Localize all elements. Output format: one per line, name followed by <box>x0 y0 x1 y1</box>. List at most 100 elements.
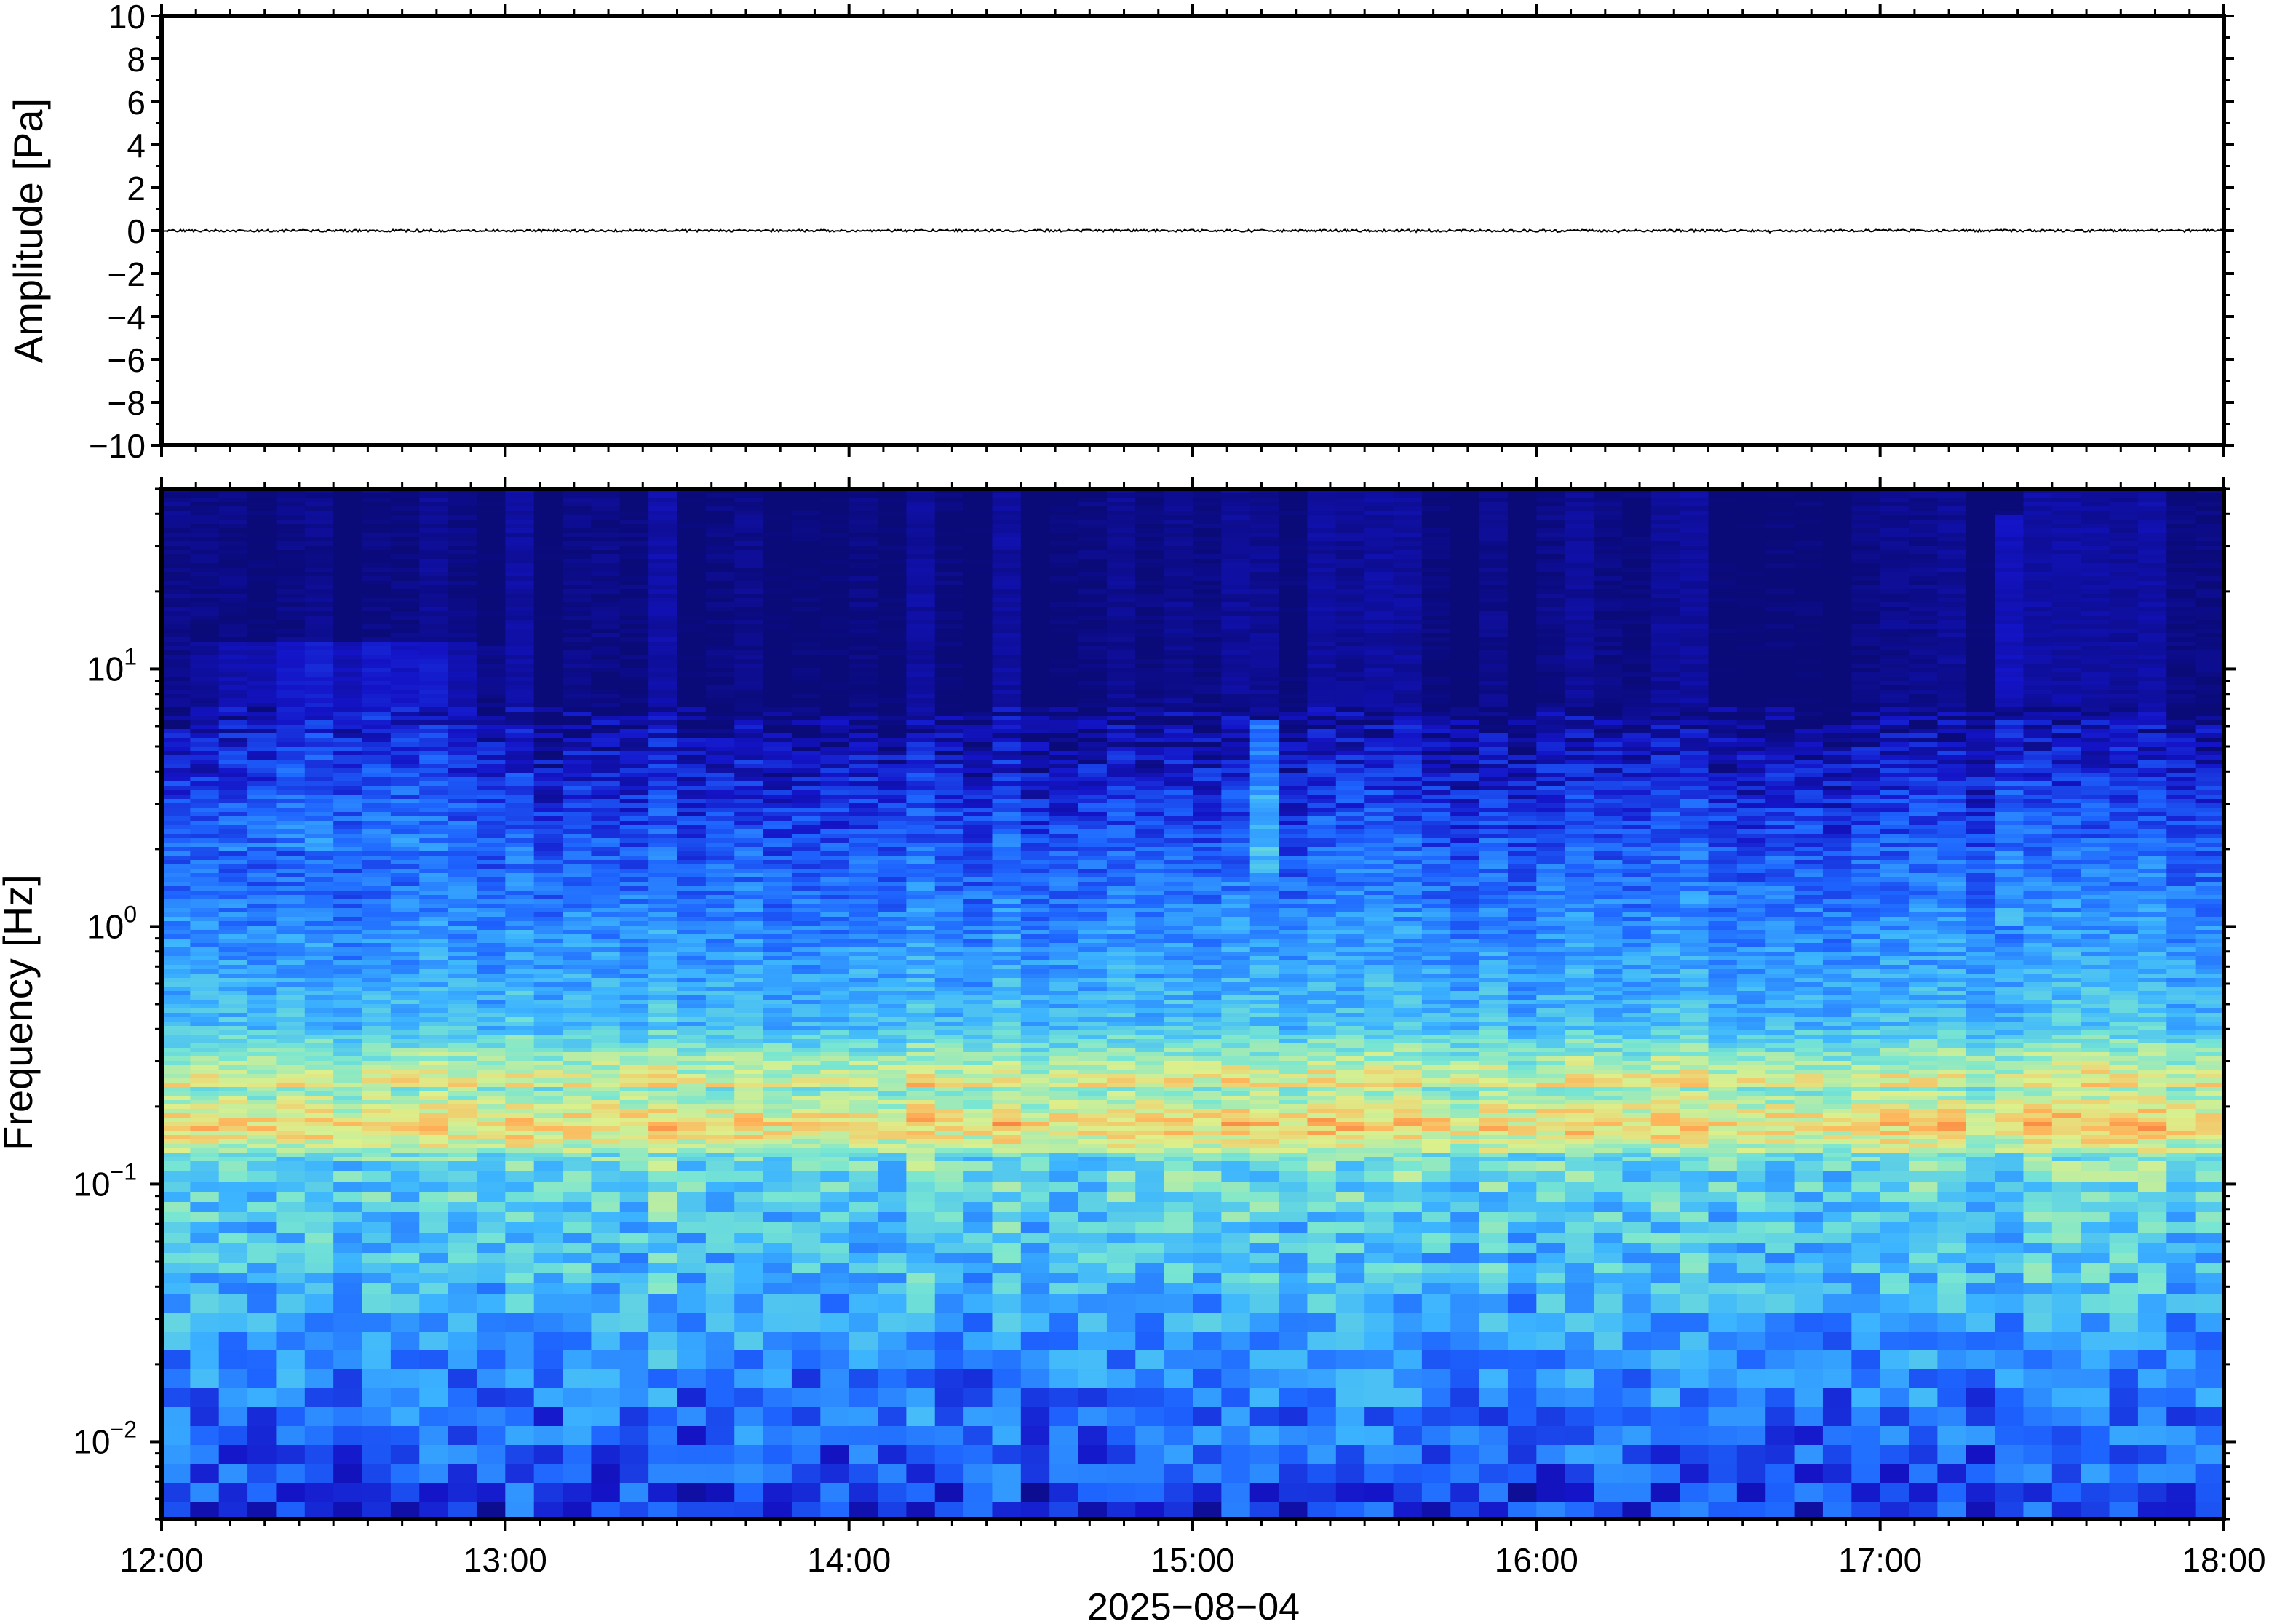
spectrogram-cell <box>849 934 878 939</box>
spectrogram-cell <box>362 899 392 904</box>
spectrogram-cell <box>304 1008 334 1014</box>
spectrogram-cell <box>505 493 535 498</box>
spectrogram-cell <box>734 1061 764 1066</box>
spectrogram-cell <box>849 694 878 699</box>
spectrogram-cell <box>218 541 248 546</box>
spectrogram-cell <box>218 1153 248 1158</box>
spectrogram-cell <box>677 1113 707 1118</box>
amplitude-tick-label: 6 <box>127 84 146 122</box>
spectrogram-cell <box>476 707 506 712</box>
spectrogram-cell <box>476 1369 506 1389</box>
spectrogram-cell <box>448 1113 477 1118</box>
spectrogram-cell <box>734 511 764 516</box>
spectrogram-cell <box>849 982 878 987</box>
spectrogram-cell <box>791 1056 822 1062</box>
spectrogram-cell <box>849 594 878 599</box>
spectrogram-cell <box>390 594 421 599</box>
spectrogram-cell <box>763 1253 792 1264</box>
spectrogram-cell <box>362 629 392 634</box>
spectrogram-cell <box>906 812 936 817</box>
spectrogram-cell <box>591 554 621 560</box>
spectrogram-cell <box>878 559 907 564</box>
spectrogram-cell <box>190 1100 220 1105</box>
spectrogram-cell <box>563 1294 592 1313</box>
spectrogram-cell <box>677 912 707 918</box>
spectrogram-cell <box>705 891 736 896</box>
spectrogram-cell <box>820 1074 850 1079</box>
spectrogram-cell <box>533 1182 563 1193</box>
spectrogram-cell <box>162 1253 191 1264</box>
spectrogram-cell <box>906 541 936 546</box>
spectrogram-cell <box>705 912 736 918</box>
spectrogram-cell <box>476 1332 506 1351</box>
spectrogram-cell <box>533 1263 563 1274</box>
spectrogram-cell <box>791 808 822 813</box>
spectrogram-cell <box>304 1283 334 1294</box>
spectrogram-cell <box>362 528 392 533</box>
spectrogram-cell <box>505 1192 535 1203</box>
spectrogram-cell <box>906 965 936 970</box>
spectrogram-cell <box>276 506 306 512</box>
spectrogram-cell <box>304 934 334 939</box>
spectrogram-cell <box>906 1000 936 1005</box>
spectrogram-cell <box>849 978 878 983</box>
spectrogram-cell <box>218 781 248 787</box>
spectrogram-cell <box>791 891 822 896</box>
spectrogram-cell <box>247 698 277 704</box>
spectrogram-cell <box>791 1139 822 1145</box>
spectrogram-cell <box>849 1113 878 1118</box>
spectrogram-cell <box>419 1096 449 1101</box>
spectrogram-cell <box>533 1233 563 1243</box>
spectrogram-cell <box>247 1135 277 1140</box>
spectrogram-cell <box>390 834 421 839</box>
spectrogram-cell <box>705 546 736 551</box>
spectrogram-cell <box>333 1113 363 1118</box>
spectrogram-cell <box>390 768 421 773</box>
spectrogram-cell <box>218 1171 248 1182</box>
spectrogram-cell <box>820 598 850 603</box>
spectrogram-cell <box>190 974 220 979</box>
spectrogram-cell <box>705 1030 736 1035</box>
spectrogram-cell <box>218 602 248 608</box>
spectrogram-cell <box>218 646 248 651</box>
spectrogram-cell <box>362 541 392 546</box>
spectrogram-cell <box>448 856 477 861</box>
spectrogram-cell <box>849 812 878 817</box>
spectrogram-cell <box>448 934 477 939</box>
spectrogram-cell <box>619 1035 649 1040</box>
spectrogram-cell <box>162 1065 191 1070</box>
spectrogram-cell <box>276 895 306 900</box>
spectrogram-cell <box>333 1087 363 1092</box>
spectrogram-cell <box>448 650 477 656</box>
spectrogram-cell <box>591 594 621 599</box>
spectrogram-cell <box>247 515 277 520</box>
spectrogram-cell <box>162 1043 191 1048</box>
spectrogram-cell <box>362 799 392 804</box>
spectrogram-cell <box>820 546 850 551</box>
spectrogram-cell <box>476 685 506 690</box>
spectrogram-cell <box>304 1502 334 1519</box>
spectrogram-cell <box>333 1273 363 1284</box>
spectrogram-cell <box>304 1030 334 1035</box>
spectrogram-cell <box>533 877 563 883</box>
spectrogram-cell <box>247 930 277 935</box>
spectrogram-cell <box>390 838 421 843</box>
spectrogram-cell <box>533 716 563 721</box>
spectrogram-cell <box>304 729 334 734</box>
spectrogram-cell <box>734 816 764 821</box>
spectrogram-cell <box>763 589 792 594</box>
spectrogram-cell <box>619 908 649 913</box>
spectrogram-cell <box>333 799 363 804</box>
spectrogram-cell <box>705 690 736 695</box>
spectrogram-cell <box>390 956 421 961</box>
spectrogram-cell <box>448 960 477 966</box>
spectrogram-cell <box>448 607 477 612</box>
spectrogram-cell <box>677 960 707 966</box>
spectrogram-cell <box>705 1182 736 1193</box>
spectrogram-cell <box>247 1035 277 1040</box>
spectrogram-cell <box>190 1122 220 1127</box>
spectrogram-cell <box>791 642 822 647</box>
spectrogram-cell <box>419 707 449 712</box>
spectrogram-cell <box>849 489 878 494</box>
spectrogram-cell <box>448 982 477 987</box>
